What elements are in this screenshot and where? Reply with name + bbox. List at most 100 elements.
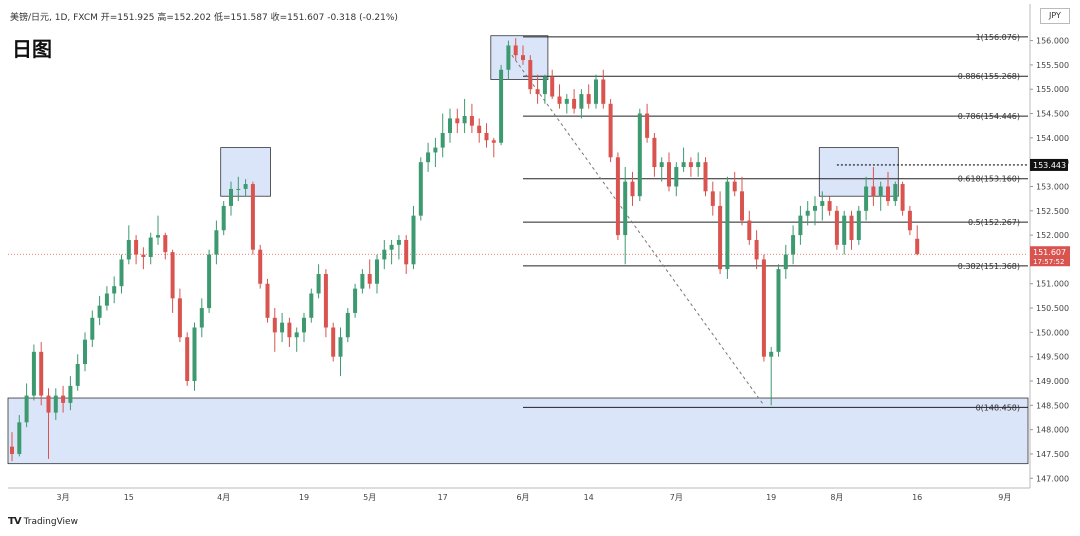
candle-body xyxy=(791,235,796,255)
current-price-tag-label: 151.607 xyxy=(1033,248,1066,257)
dotted-level-tag-label: 153.443 xyxy=(1033,161,1066,170)
candle-body xyxy=(513,45,518,56)
candle-body xyxy=(433,147,438,153)
candle xyxy=(440,113,445,158)
candle-body xyxy=(250,184,255,250)
x-tick-label: 14 xyxy=(584,493,594,502)
candle-body xyxy=(747,220,752,240)
candle-body xyxy=(557,96,562,104)
candle-body xyxy=(688,162,693,168)
candle-body xyxy=(608,103,613,158)
candle xyxy=(112,276,117,304)
candle xyxy=(280,312,285,343)
candle xyxy=(630,171,635,206)
candle xyxy=(294,327,299,352)
candle-body xyxy=(302,317,306,333)
candle-body xyxy=(783,254,788,270)
candle-body xyxy=(258,249,263,284)
candle xyxy=(688,157,693,177)
candle-body xyxy=(221,205,226,231)
candle xyxy=(747,210,752,245)
candle-body xyxy=(323,274,328,328)
tradingview-logo-icon: TV xyxy=(8,516,22,527)
candle-body xyxy=(484,132,489,141)
candle-body xyxy=(820,201,825,206)
candle xyxy=(718,191,723,275)
fib-level-label: 0.5(152.267) xyxy=(968,218,1020,227)
currency-unit-button[interactable]: JPY xyxy=(1040,8,1070,24)
candle-body xyxy=(915,238,920,255)
candle xyxy=(360,269,365,294)
candle xyxy=(323,269,328,338)
x-tick-label: 8月 xyxy=(830,493,843,502)
candle-body xyxy=(119,259,124,287)
candle-body xyxy=(499,69,504,143)
candle-body xyxy=(477,125,482,133)
candle-body xyxy=(272,317,277,333)
candle-body xyxy=(316,274,321,294)
candle-body xyxy=(148,237,153,257)
candle-body xyxy=(126,239,131,260)
timeframe-label: 日图 xyxy=(12,37,52,61)
candle xyxy=(834,205,839,250)
candle xyxy=(287,317,292,347)
candle xyxy=(542,74,547,104)
candle xyxy=(207,249,212,313)
candle-body xyxy=(601,79,606,104)
candle xyxy=(258,244,263,289)
candle xyxy=(177,288,182,343)
candle xyxy=(710,181,715,216)
candle-body xyxy=(864,186,869,211)
candle xyxy=(404,235,409,275)
candle-body xyxy=(31,351,36,396)
candle xyxy=(185,332,190,386)
candle-body xyxy=(667,162,671,187)
candle xyxy=(31,344,36,401)
candle xyxy=(46,388,51,459)
y-tick-label: 149.000 xyxy=(1036,377,1069,386)
candle-body xyxy=(134,239,139,255)
candle-body xyxy=(659,162,664,168)
candle-body xyxy=(389,244,394,250)
candle-body xyxy=(396,239,401,245)
candle-body xyxy=(754,239,759,260)
x-tick-label: 19 xyxy=(766,493,776,502)
candle-body xyxy=(236,188,241,190)
candle xyxy=(579,89,584,119)
candle-body xyxy=(710,191,715,206)
candle xyxy=(455,108,460,133)
candle xyxy=(491,137,496,158)
candle xyxy=(353,283,358,318)
candle xyxy=(674,162,679,197)
candle-body xyxy=(243,184,248,189)
candle xyxy=(813,196,817,226)
y-tick-label: 148.500 xyxy=(1036,401,1069,410)
candle-body xyxy=(382,249,387,260)
fib-level-label: 0(148.458) xyxy=(976,403,1020,412)
candle-body xyxy=(637,113,642,197)
candle-body xyxy=(426,152,431,163)
candle-body xyxy=(630,181,635,197)
x-tick-label: 5月 xyxy=(363,493,376,502)
candle xyxy=(345,308,350,343)
candle-body xyxy=(229,188,233,206)
candle xyxy=(725,176,730,279)
candle-body xyxy=(265,283,270,318)
y-tick-label: 150.500 xyxy=(1036,304,1069,313)
candle xyxy=(521,45,525,65)
candle xyxy=(594,74,598,109)
candle-body xyxy=(455,118,460,124)
candle xyxy=(338,327,343,377)
fib-level-label: 1(156.076) xyxy=(976,33,1020,42)
candle xyxy=(448,108,452,143)
candle xyxy=(426,142,431,172)
candle xyxy=(250,181,255,255)
candle-body xyxy=(761,259,766,357)
current-price-tag xyxy=(1030,246,1070,267)
candle-body xyxy=(90,317,95,340)
fib-level-label: 0.382(151.368) xyxy=(958,262,1020,271)
candle-body xyxy=(331,327,336,357)
x-tick-label: 7月 xyxy=(670,493,683,502)
candle xyxy=(783,244,788,279)
